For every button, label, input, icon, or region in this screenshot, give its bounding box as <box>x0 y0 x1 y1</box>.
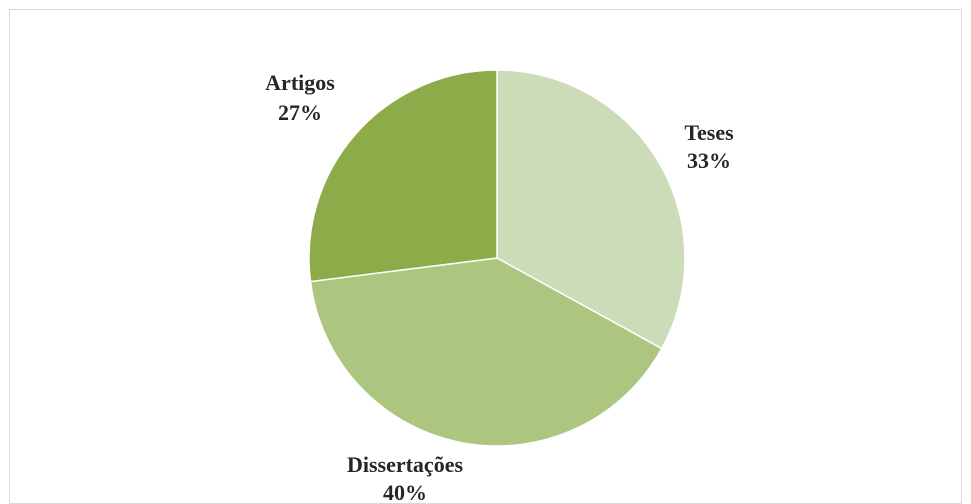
slice-percent-label: 27% <box>278 100 322 125</box>
pie-slice-3 <box>308 69 498 283</box>
slice-category-label: Teses <box>684 120 734 145</box>
slice-percent-label: 40% <box>383 480 427 500</box>
slice-category-label: Dissertações <box>347 452 464 477</box>
slice-category-label: Artigos <box>265 70 335 95</box>
pie-slice-1 <box>496 69 686 350</box>
pie-labels: Teses 33% Dissertações 40% Artigos 27% <box>265 70 734 500</box>
slice-percent-label: 33% <box>687 148 731 173</box>
pie-slice-2 <box>309 257 663 447</box>
pie-slices <box>308 69 686 447</box>
